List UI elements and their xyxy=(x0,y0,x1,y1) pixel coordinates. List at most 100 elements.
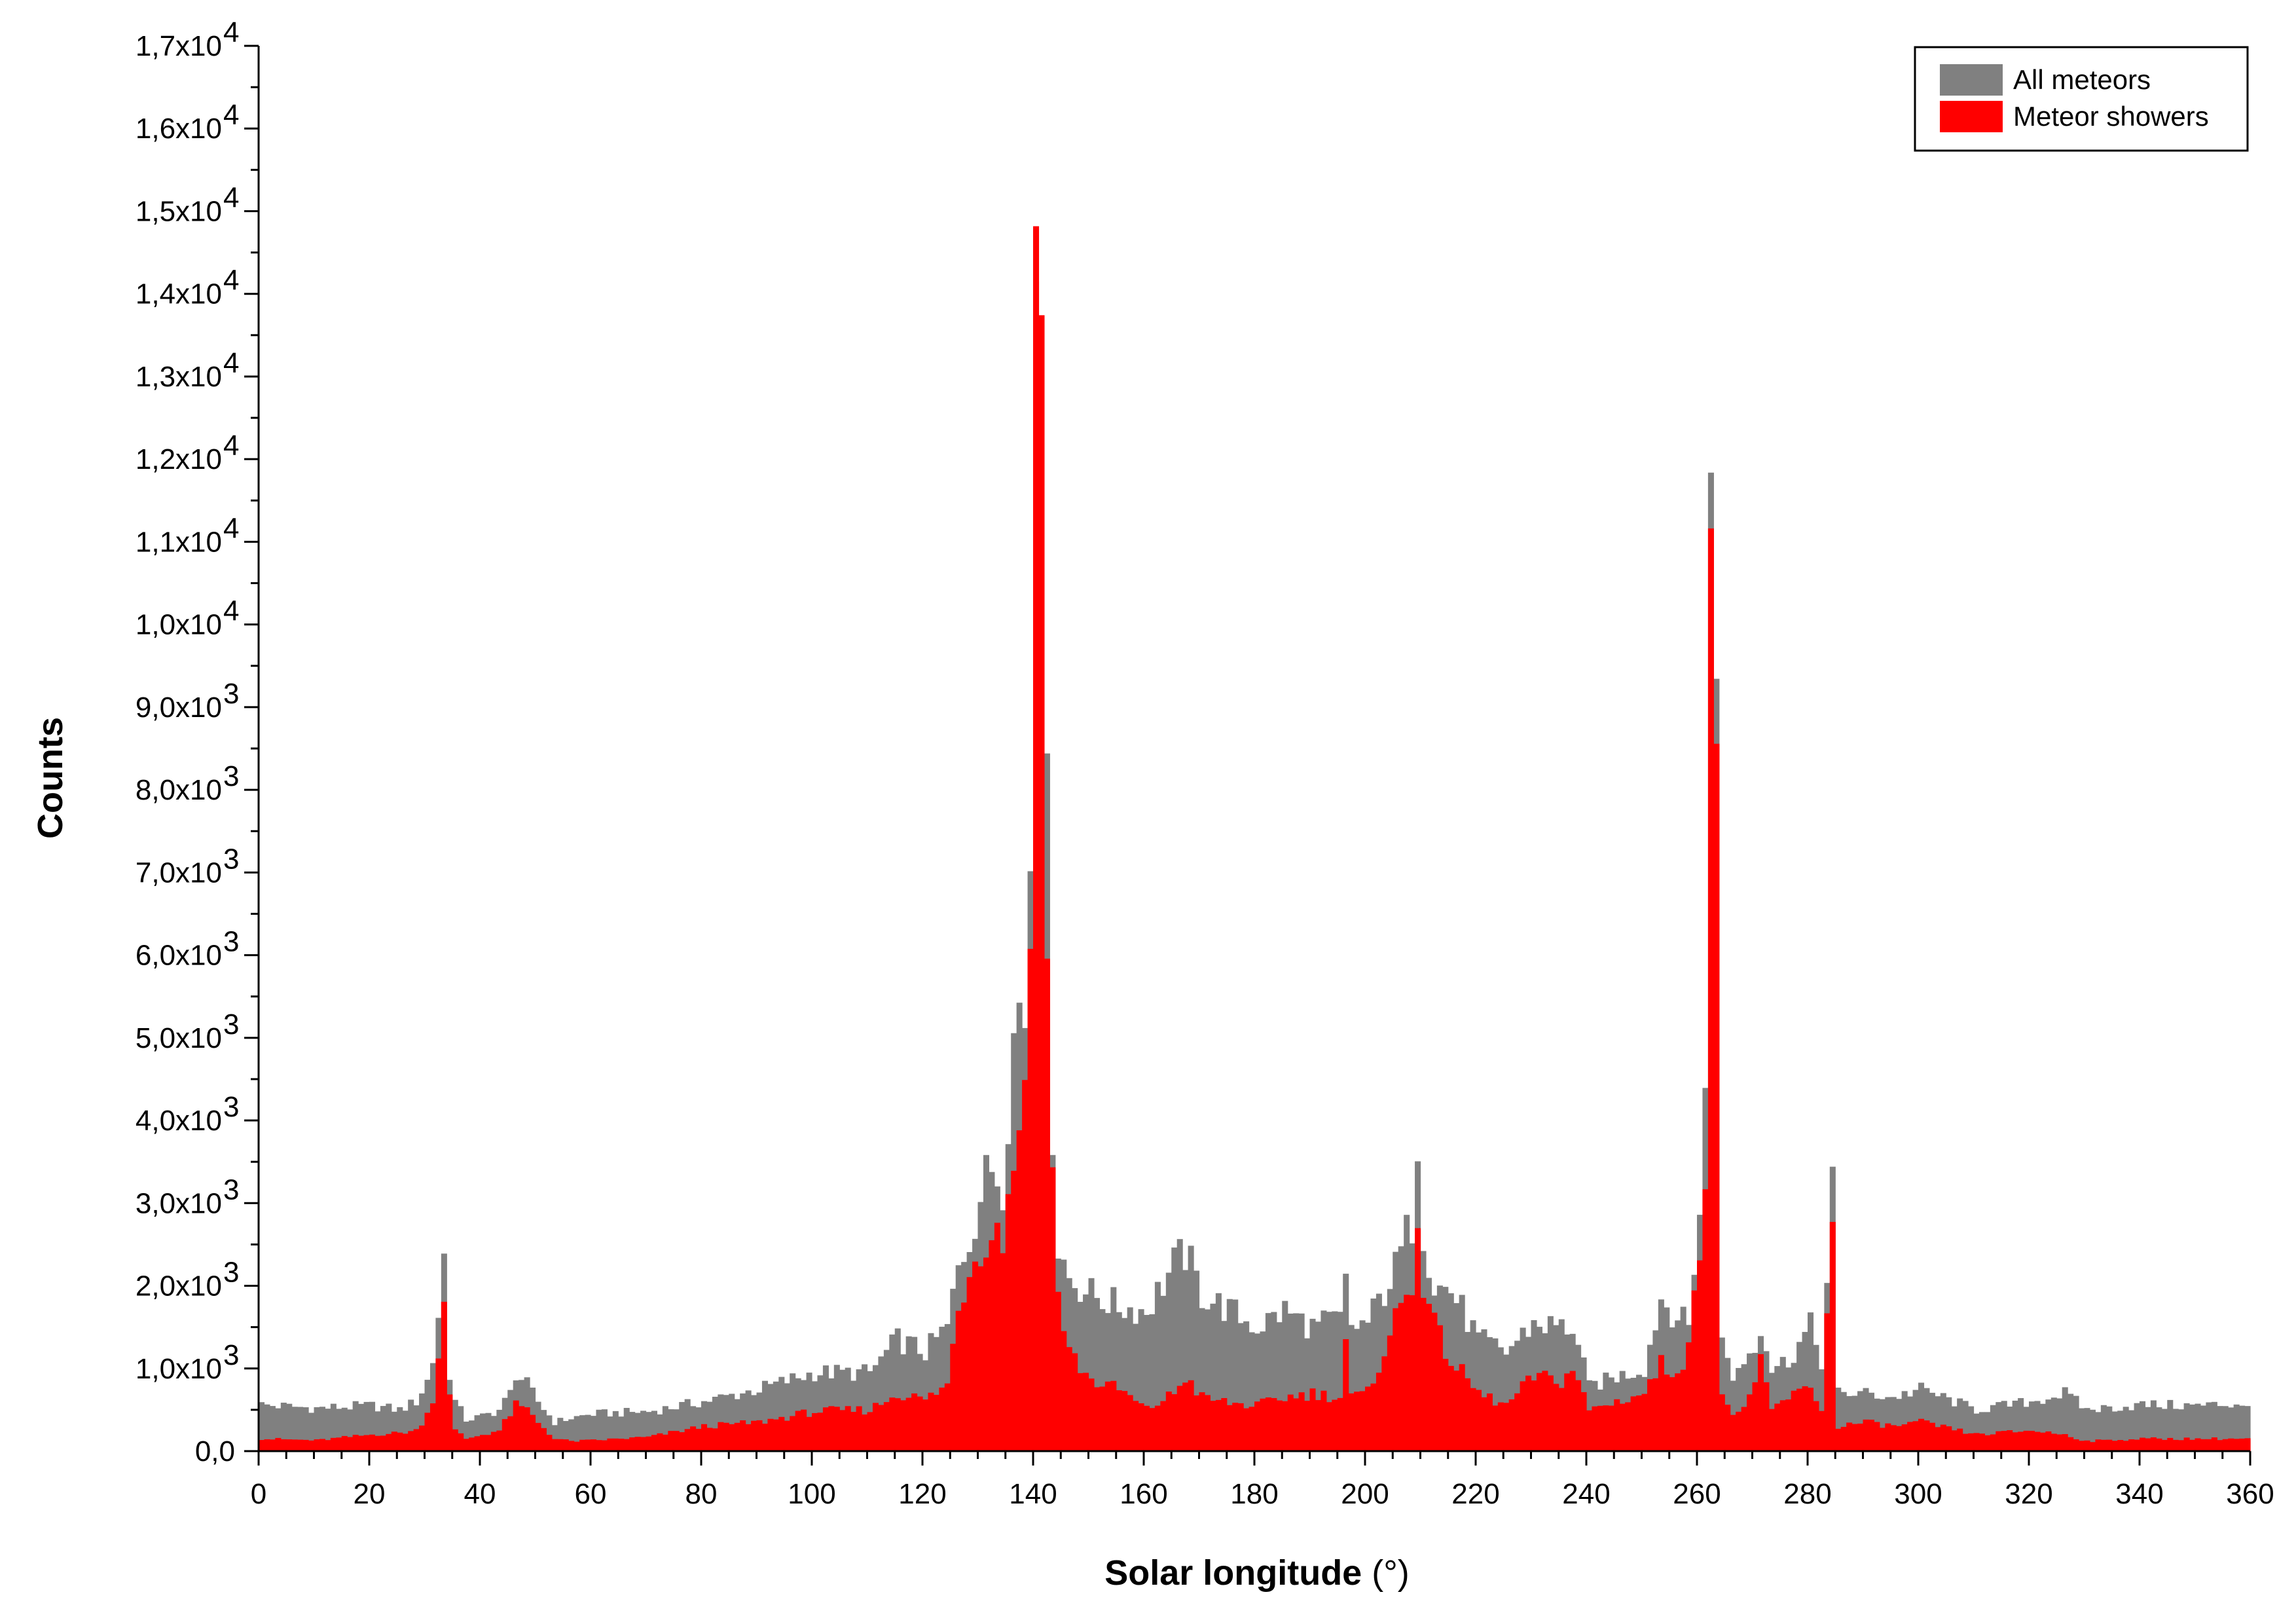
bar-meteor-showers xyxy=(1476,1390,1482,1451)
bar-meteor-showers xyxy=(629,1437,636,1451)
bar-meteor-showers xyxy=(429,1403,436,1451)
bar-all-meteors xyxy=(568,1419,575,1451)
bar-meteor-showers xyxy=(259,1440,265,1451)
bar-meteor-showers xyxy=(1940,1424,1946,1451)
bar-meteor-showers xyxy=(928,1392,934,1451)
y-tick-exponent: 4 xyxy=(223,265,239,297)
bar-meteor-showers xyxy=(1918,1418,1925,1451)
bar-all-meteors xyxy=(1254,1333,1261,1451)
bar-meteor-showers xyxy=(1990,1434,1996,1451)
bar-all-meteors xyxy=(1968,1406,1975,1451)
x-tick-label: 320 xyxy=(2005,1478,2052,1510)
bar-all-meteors xyxy=(2111,1411,2118,1451)
bar-meteor-showers xyxy=(458,1433,464,1451)
bar-meteor-showers xyxy=(341,1435,348,1451)
bar-meteor-showers xyxy=(286,1439,293,1451)
bar-meteor-showers xyxy=(712,1428,718,1451)
bar-meteor-showers xyxy=(1525,1375,1532,1451)
bar-all-meteors xyxy=(1808,1312,1814,1451)
bar-meteor-showers xyxy=(1016,1130,1023,1451)
bar-all-meteors xyxy=(325,1409,331,1451)
bar-meteor-showers xyxy=(496,1430,503,1451)
bar-meteor-showers xyxy=(1741,1407,1747,1451)
bar-all-meteors xyxy=(2200,1405,2206,1451)
bar-all-meteors xyxy=(1978,1412,1985,1451)
bar-meteor-showers xyxy=(1840,1426,1847,1451)
y-tick-label: 1,5x10 xyxy=(136,195,222,227)
bar-all-meteors xyxy=(496,1409,503,1451)
bar-meteor-showers xyxy=(530,1414,536,1451)
bar-all-meteors xyxy=(474,1415,481,1451)
bar-all-meteors xyxy=(1083,1294,1089,1451)
bar-meteor-showers xyxy=(1072,1353,1078,1451)
bar-all-meteors xyxy=(1736,1368,1742,1451)
x-tick-label: 340 xyxy=(2115,1478,2163,1510)
bar-meteor-showers xyxy=(862,1414,868,1451)
bar-meteor-showers xyxy=(1415,1228,1421,1451)
bar-all-meteors xyxy=(1243,1321,1250,1451)
bar-all-meteors xyxy=(1332,1311,1338,1451)
bar-meteor-showers xyxy=(358,1435,365,1451)
bar-meteor-showers xyxy=(469,1437,475,1451)
bar-meteor-showers xyxy=(623,1439,630,1451)
bar-all-meteors xyxy=(2167,1399,2174,1451)
bar-all-meteors xyxy=(1935,1396,1941,1451)
bar-meteor-showers xyxy=(1520,1381,1526,1451)
bar-meteor-showers xyxy=(1564,1373,1571,1451)
bar-all-meteors xyxy=(585,1414,591,1451)
bar-meteor-showers xyxy=(574,1441,580,1451)
bar-meteor-showers xyxy=(1033,226,1040,1452)
bar-meteor-showers xyxy=(524,1407,530,1451)
bar-meteor-showers xyxy=(1901,1424,1908,1451)
y-tick-exponent: 3 xyxy=(223,678,239,710)
bar-all-meteors xyxy=(2084,1408,2090,1451)
bar-meteor-showers xyxy=(2089,1442,2096,1451)
bar-meteor-showers xyxy=(1138,1403,1144,1451)
bar-meteor-showers xyxy=(1702,1189,1709,1451)
bar-meteor-showers xyxy=(2228,1438,2234,1451)
y-tick-exponent: 4 xyxy=(223,99,239,131)
bar-all-meteors xyxy=(264,1404,270,1451)
bar-all-meteors xyxy=(2134,1403,2140,1451)
bar-all-meteors xyxy=(1260,1331,1266,1451)
bar-all-meteors xyxy=(1215,1293,1222,1451)
bar-meteor-showers xyxy=(734,1422,740,1451)
bar-meteor-showers xyxy=(2117,1439,2124,1451)
x-axis-ticks: 0 20 40 60 80 100 120 140 160 180 200 220 240 260 280 3… xyxy=(251,1451,2274,1510)
bar-meteor-showers xyxy=(668,1431,674,1451)
legend-swatch xyxy=(1940,64,2003,96)
x-tick-label: 360 xyxy=(2226,1478,2274,1510)
bar-all-meteors xyxy=(673,1409,680,1451)
y-tick-label: 1,0x10 xyxy=(136,609,222,641)
bar-all-meteors xyxy=(651,1411,657,1451)
bar-meteor-showers xyxy=(1768,1409,1775,1451)
bar-meteor-showers xyxy=(336,1437,342,1451)
bar-meteor-showers xyxy=(2244,1438,2251,1451)
bar-meteor-showers xyxy=(1348,1393,1355,1451)
bar-all-meteors xyxy=(2029,1401,2035,1451)
bar-all-meteors xyxy=(1226,1299,1233,1451)
bar-meteor-showers xyxy=(1863,1419,1869,1451)
bar-meteor-showers xyxy=(1359,1391,1366,1451)
bar-meteor-showers xyxy=(1846,1422,1853,1451)
bar-meteor-showers xyxy=(878,1405,884,1451)
y-tick-label: 7,0x10 xyxy=(136,857,222,889)
bar-all-meteors xyxy=(1304,1338,1311,1451)
bar-meteor-showers xyxy=(905,1397,912,1451)
bar-all-meteors xyxy=(2195,1403,2201,1451)
bar-meteor-showers xyxy=(2056,1434,2063,1451)
bar-all-meteors xyxy=(790,1373,796,1451)
bar-meteor-showers xyxy=(740,1420,746,1451)
y-tick-label: 1,1x10 xyxy=(136,526,222,558)
bar-meteor-showers xyxy=(1658,1355,1664,1451)
bar-meteor-showers xyxy=(1182,1382,1189,1451)
bar-meteor-showers xyxy=(1652,1378,1659,1451)
bar-meteor-showers xyxy=(1636,1395,1643,1451)
y-tick-label: 1,6x10 xyxy=(136,113,222,145)
x-tick-label: 40 xyxy=(464,1478,496,1510)
bar-meteor-showers xyxy=(872,1403,879,1451)
bar-meteor-showers xyxy=(546,1435,553,1451)
bar-meteor-showers xyxy=(2189,1439,2196,1451)
bar-meteor-showers xyxy=(1730,1414,1736,1451)
bar-meteor-showers xyxy=(1808,1388,1814,1451)
